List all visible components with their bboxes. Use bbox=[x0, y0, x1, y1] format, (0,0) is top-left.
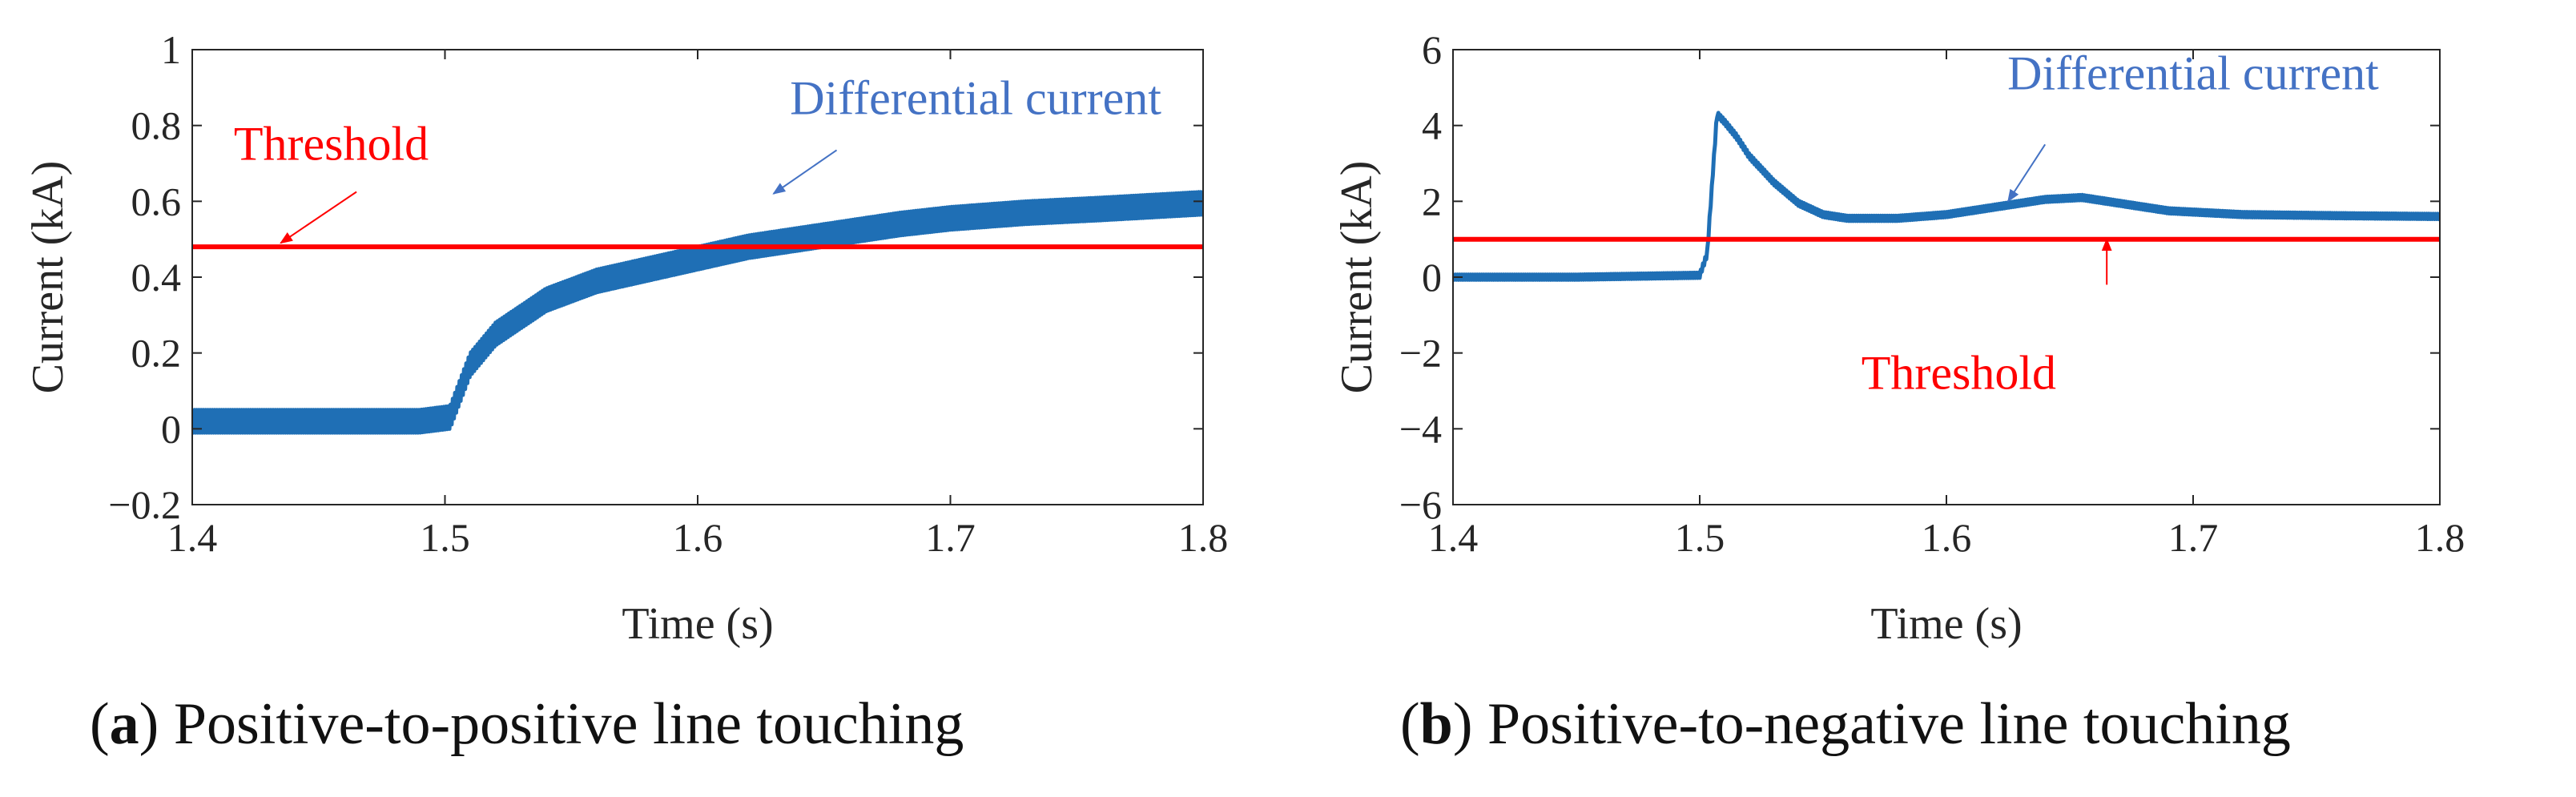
panel-b-caption-letter: b bbox=[1419, 691, 1453, 757]
panel-a: 1.4 1.5 1.6 1.7 1.8 −0.2 0 0.2 0.4 0.6 0.8 1 Thresh… bbox=[23, 27, 1228, 649]
panel-b-ytick-label: −6 bbox=[1399, 482, 1442, 527]
panel-b-xtick-label: 1.5 bbox=[1675, 515, 1725, 560]
panel-a-ytick-label: 0.2 bbox=[131, 331, 182, 376]
panel-a-ytick-label: 0 bbox=[161, 406, 181, 451]
panel-b-ytick-label: 0 bbox=[1422, 255, 1442, 300]
panel-a-caption: (a) Positive-to-positive line touching bbox=[90, 691, 964, 757]
panel-a-xtick-label: 1.6 bbox=[673, 515, 723, 560]
panel-a-annotation-differential-current: Differential current bbox=[790, 71, 1161, 124]
panel-a-ticks: 1.4 1.5 1.6 1.7 1.8 −0.2 0 0.2 0.4 0.6 0.8 1 bbox=[108, 27, 1228, 560]
panel-a-annotations: Threshold Differential current bbox=[234, 71, 1161, 244]
panel-b-xlabel: Time (s) bbox=[1870, 599, 2022, 649]
panel-a-ytick-label: −0.2 bbox=[108, 482, 181, 527]
panel-b-xtick-label: 1.8 bbox=[2415, 515, 2465, 560]
panel-a-ytick-label: 0.8 bbox=[131, 103, 182, 148]
panel-a-caption-text: Positive-to-positive line touching bbox=[173, 691, 964, 757]
panel-b-ytick-label: 4 bbox=[1422, 103, 1442, 148]
panel-b-caption-text: Positive-to-negative line touching bbox=[1487, 691, 2291, 757]
panel-a-caption-letter: a bbox=[109, 691, 139, 757]
panel-a-ytick-label: 1 bbox=[161, 27, 181, 72]
panel-a-plot bbox=[192, 190, 1203, 435]
panel-b-ytick-label: −4 bbox=[1399, 406, 1442, 451]
panel-a-xlabel: Time (s) bbox=[622, 599, 773, 649]
panel-a-annotation-arrow-threshold bbox=[280, 191, 357, 244]
panel-b-annotation-differential-current: Differential current bbox=[2007, 47, 2379, 100]
panel-b-caption: (b) Positive-to-negative line touching bbox=[1400, 691, 2291, 757]
panel-a-xtick-label: 1.5 bbox=[420, 515, 470, 560]
panel-b-ytick-label: 6 bbox=[1422, 27, 1442, 72]
panel-a-annotation-arrow-differential-current bbox=[772, 149, 838, 195]
panel-a-series-differential-current bbox=[192, 190, 1203, 435]
panel-b-xtick-label: 1.6 bbox=[1922, 515, 1972, 560]
panel-b-annotation-threshold: Threshold bbox=[1862, 347, 2056, 400]
panel-a-annotation-threshold: Threshold bbox=[234, 117, 429, 170]
panel-b: 1.4 1.5 1.6 1.7 1.8 −6 −4 −2 0 2 4 6 Differential c… bbox=[1332, 27, 2465, 649]
panel-a-xtick-label: 1.7 bbox=[925, 515, 976, 560]
panel-b-annotation-arrow-differential-current bbox=[2007, 143, 2047, 203]
panel-a-ytick-label: 0.6 bbox=[131, 179, 182, 223]
panel-a-xtick-label: 1.4 bbox=[167, 515, 218, 560]
panel-b-annotations: Differential current Threshold bbox=[1862, 47, 2379, 400]
panel-b-ylabel: Current (kA) bbox=[1332, 161, 1382, 394]
panel-b-ytick-label: 2 bbox=[1422, 179, 1442, 223]
panel-b-xtick-label: 1.4 bbox=[1428, 515, 1479, 560]
panel-a-ytick-label: 0.4 bbox=[131, 255, 182, 300]
panel-b-ytick-label: −2 bbox=[1399, 331, 1442, 376]
panel-a-xtick-label: 1.8 bbox=[1178, 515, 1229, 560]
panel-b-ticks: 1.4 1.5 1.6 1.7 1.8 −6 −4 −2 0 2 4 6 bbox=[1399, 27, 2465, 560]
panel-b-xtick-label: 1.7 bbox=[2168, 515, 2219, 560]
panel-b-plot bbox=[1453, 111, 2440, 282]
panel-a-ylabel: Current (kA) bbox=[23, 161, 73, 394]
panel-b-series-differential-current bbox=[1453, 111, 2440, 282]
